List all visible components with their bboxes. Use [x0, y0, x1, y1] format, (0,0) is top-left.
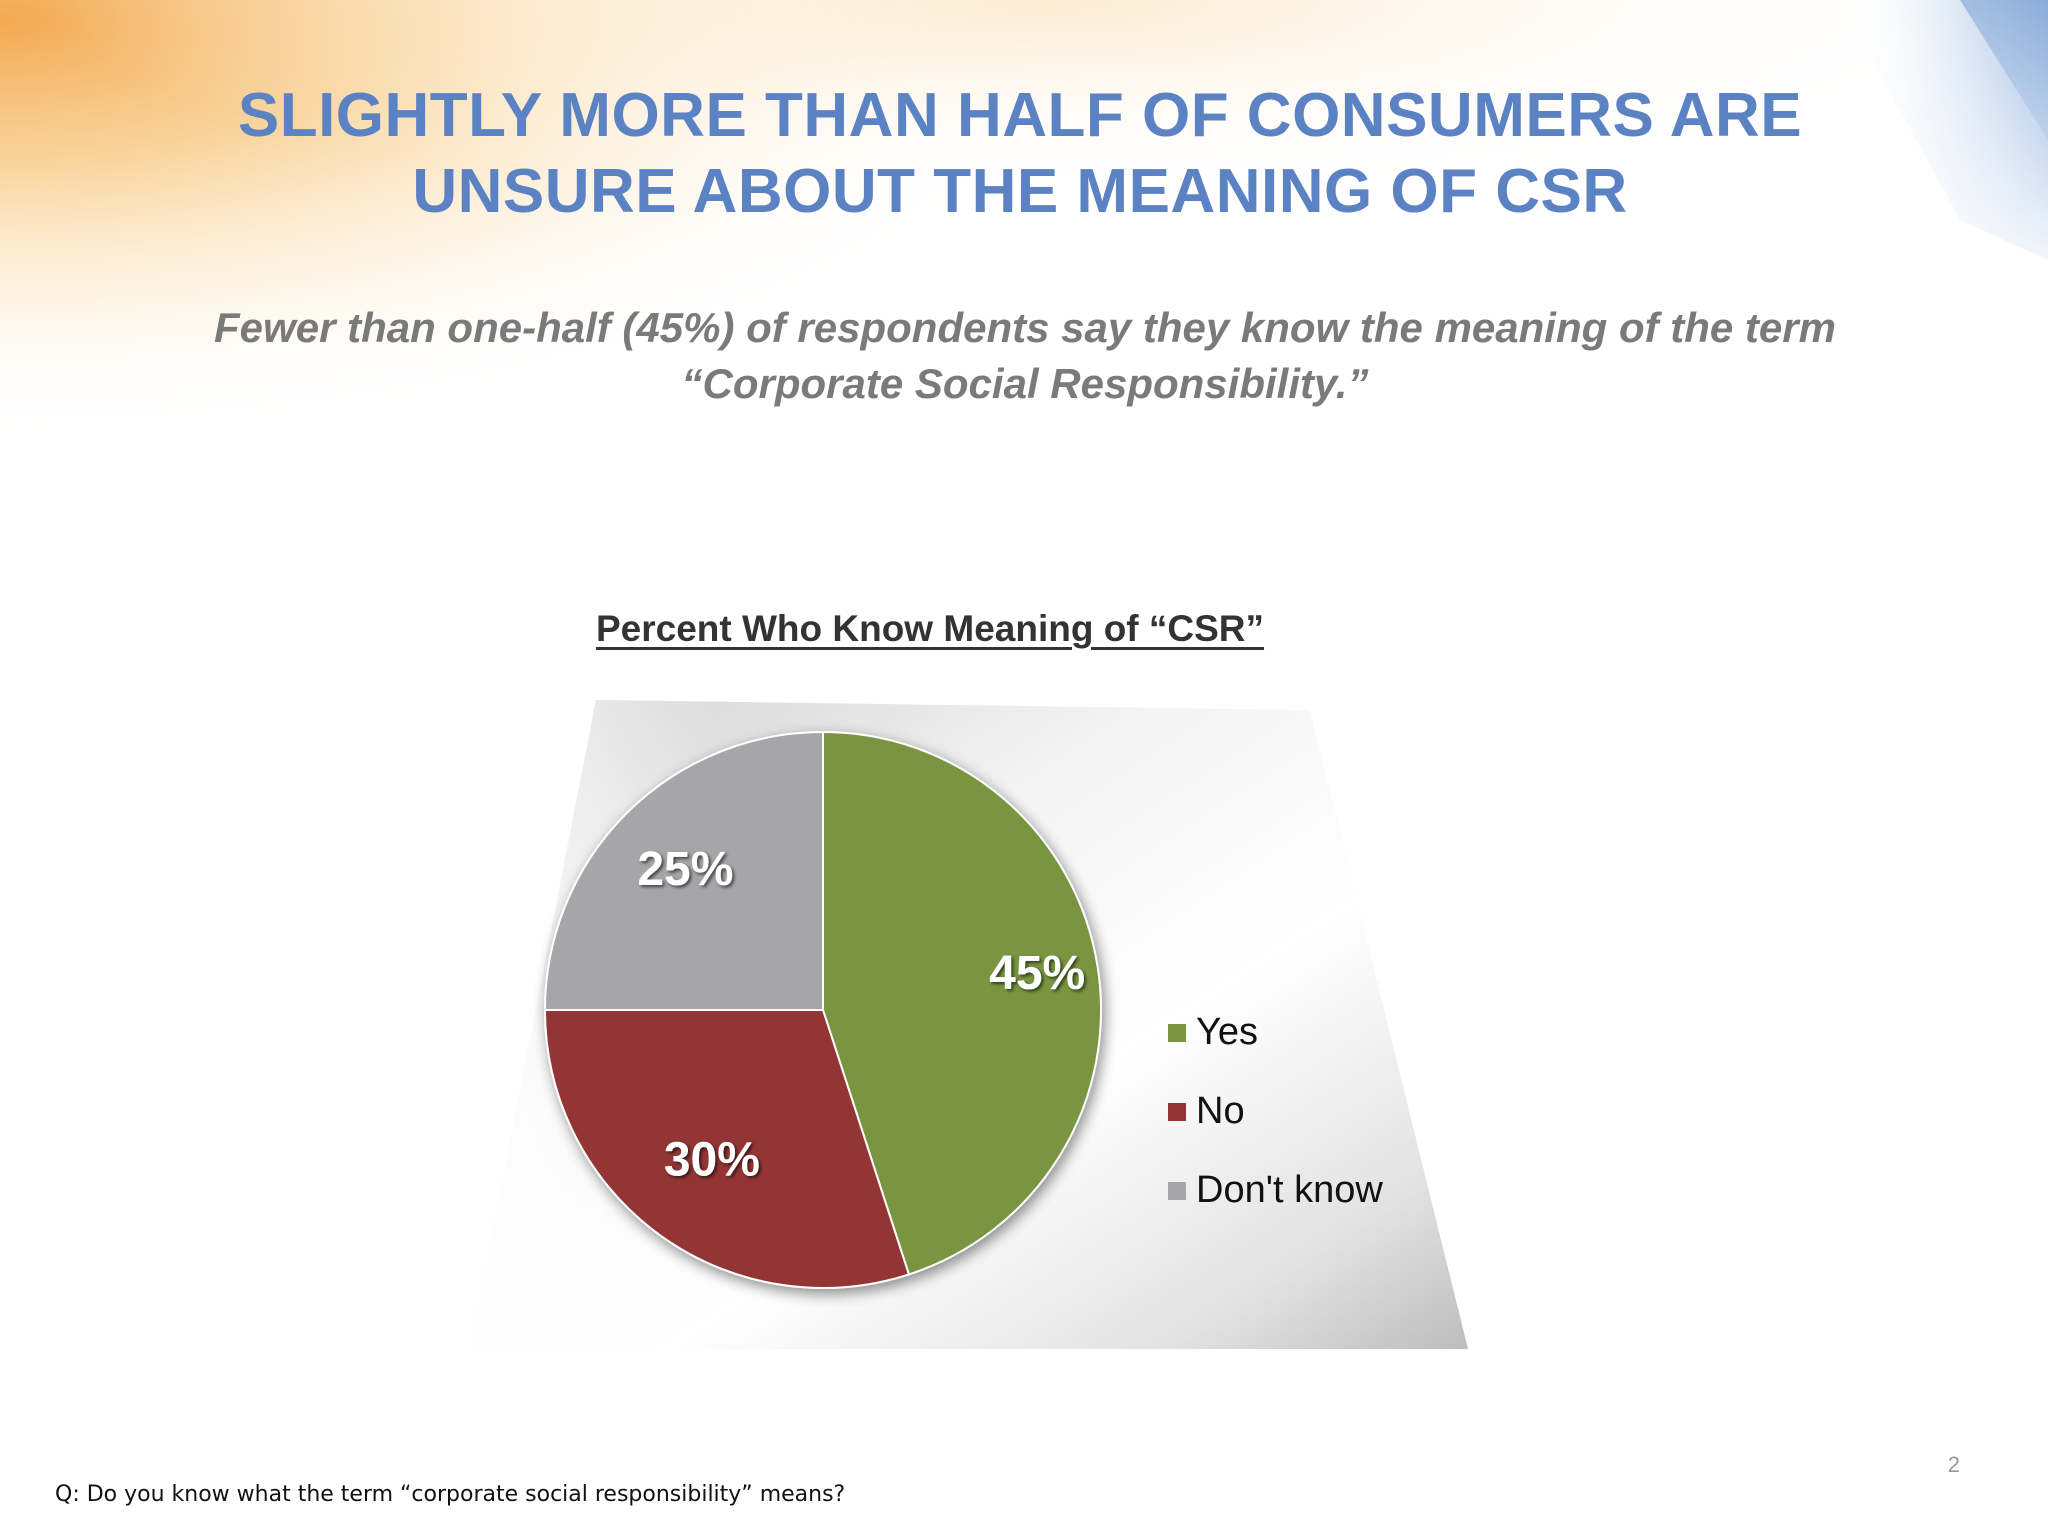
slice-labels: 45% 30% 25% — [637, 843, 1085, 1187]
slice-label-yes: 45% — [989, 947, 1085, 1000]
pie-slice-yes — [822, 730, 1102, 1276]
legend-label-no: No — [1196, 1090, 1245, 1132]
slice-label-no: 30% — [664, 1134, 760, 1187]
page-number: 2 — [1947, 1452, 1960, 1477]
slide-subtitle: Fewer than one-half (45%) of respondents… — [214, 304, 1836, 407]
slide-title: SLIGHTLY MORE THAN HALF OF CONSUMERS ARE… — [237, 81, 1803, 226]
pie — [543, 730, 1102, 1289]
pie-slice-no — [543, 1009, 911, 1289]
legend-swatch-yes — [1168, 1024, 1186, 1042]
legend-swatch-no — [1168, 1103, 1186, 1121]
legend-label-yes: Yes — [1196, 1011, 1258, 1053]
chart-legend: Yes No Don't know — [1168, 1011, 1383, 1211]
survey-question-footnote: Q: Do you know what the term “corporate … — [55, 1482, 846, 1507]
legend-label-don-t-know: Don't know — [1196, 1169, 1383, 1211]
chart-title: Percent Who Know Meaning of “CSR” — [595, 608, 1265, 649]
slice-label-don-t-know: 25% — [637, 843, 733, 896]
legend-swatch-don-t-know — [1168, 1182, 1186, 1200]
pie-slice-don-t-know — [543, 730, 824, 1011]
